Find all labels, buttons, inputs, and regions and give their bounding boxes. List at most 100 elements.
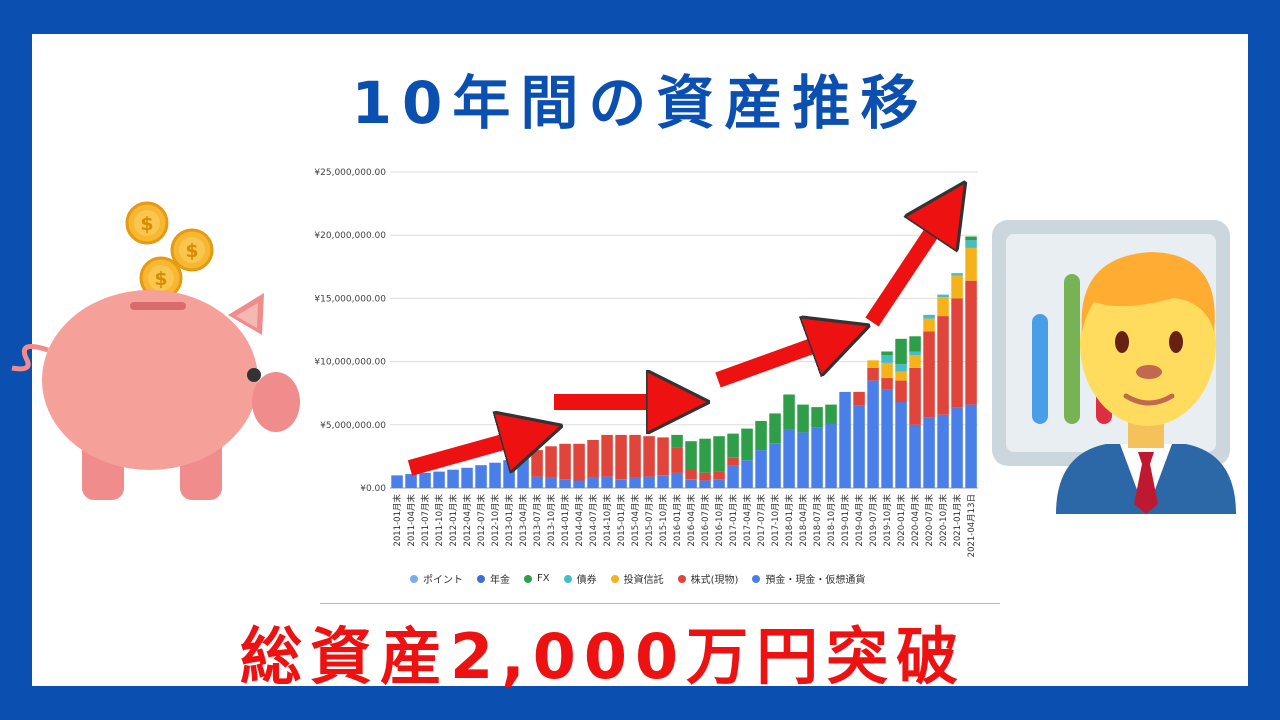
legend-item: 年金 [477,571,510,586]
asset-stacked-bar-chart: ¥0.00 ¥5,000,000.00 ¥10,000,000.00 ¥15,000,… [314,168,978,557]
x-tick-label: 2020-04月末 [910,494,921,547]
businessman-icon [992,220,1236,514]
bar-segment-deposit [881,389,893,488]
x-tick-label: 2015-07月末 [644,494,655,547]
bar-segment-bonds [909,351,921,356]
bar-segment-deposit [713,479,725,488]
bar-segment-deposit [727,465,739,488]
bar-segment-deposit [909,424,921,488]
bar-segment-funds [909,355,921,368]
bar-segment-stocks [853,391,865,406]
legend-swatch [610,574,619,583]
x-tick-label: 2011-10月末 [434,494,445,547]
bar-segment-stocks [573,443,585,481]
legend-item: 預金・現金・仮想通貨 [752,571,865,586]
legend-swatch [410,574,418,583]
legend-item: 株式(現物) [677,571,739,586]
bar-segment-deposit [433,471,445,488]
bar-segment-deposit [867,380,879,488]
bar-segment-bonds [937,294,949,298]
bar-segment-fx [881,351,893,356]
bar-segment-stocks [657,437,669,476]
x-tick-label: 2017-01月末 [728,494,739,547]
x-tick-label: 2012-04月末 [462,494,473,547]
x-tick-label: 2017-04月末 [742,494,753,547]
y-tick-label: ¥20,000,000.00 [314,231,386,241]
x-tick-label: 2020-10月末 [938,494,949,547]
bar-segment-bonds [965,240,977,248]
y-tick-label: ¥15,000,000.00 [314,294,386,304]
x-tick-label: 2016-07月末 [700,494,711,547]
bar-segment-deposit [923,417,935,488]
legend-label: 株式(現物) [690,575,739,586]
bar-segment-deposit [671,472,683,488]
bar-segment-stocks [545,446,557,478]
bar-segment-fx [755,421,767,451]
bar-segment-deposit [657,475,669,488]
x-tick-label: 2013-07月末 [532,494,543,547]
legend-swatch [524,574,532,583]
bar-segment-stocks [965,280,977,405]
x-tick-label: 2019-10月末 [882,494,893,547]
bar-segment-stocks [587,440,599,478]
x-tick-label: 2011-01月末 [392,494,403,547]
svg-text:$: $ [185,240,198,262]
bar-segment-stocks [671,447,683,473]
bar-segment-deposit [699,480,711,488]
legend-item: FX [524,571,550,586]
y-tick-label: ¥10,000,000.00 [314,358,386,368]
bar-segment-deposit [755,450,767,488]
bar-segment-deposit [545,477,557,488]
bar-segment-deposit [531,476,543,488]
bar-segment-bonds [881,355,893,363]
bar-segment-deposit [965,404,977,488]
bar-segment-fx [713,436,725,472]
x-tick-label: 2020-07月末 [924,494,935,547]
x-tick-label: 2014-07月末 [588,494,599,547]
x-tick-label: 2020-01月末 [896,494,907,547]
x-tick-label: 2019-07月末 [868,494,879,547]
legend-swatch [477,574,485,583]
bar-segment-funds [881,362,893,379]
bar-segment-deposit [741,460,753,488]
x-tick-label: 2012-07月末 [476,494,487,547]
x-tick-label: 2015-04月末 [630,494,641,547]
x-tick-label: 2016-01月末 [672,494,683,547]
x-tick-label: 2017-07月末 [756,494,767,547]
svg-text:$: $ [140,213,153,235]
bar-segment-stocks [923,331,935,418]
bar-segment-fx [741,428,753,461]
x-tick-label: 2015-10月末 [658,494,669,547]
bar-segment-deposit [797,432,809,488]
divider [320,603,1000,604]
y-axis: ¥0.00 ¥5,000,000.00 ¥10,000,000.00 ¥15,000,… [314,168,386,494]
bar-segment-deposit [783,429,795,488]
legend-swatch [752,574,761,583]
page-title: 10年間の資産推移 [351,69,929,137]
bar-segment-fx [909,336,921,352]
bar-segment-deposit [447,469,459,488]
bar-segment-funds [937,297,949,317]
bar-segment-fx [727,433,739,458]
x-tick-label: 2011-07月末 [420,494,431,547]
bar-segment-stocks [727,457,739,466]
bar-segment-funds [951,275,963,299]
legend-label: 投資信託 [623,575,664,586]
bar-segment-deposit [419,472,431,488]
piggy-bank-icon: $ $ $ [11,201,300,500]
x-tick-label: 2014-10月末 [602,494,613,547]
bar-segment-deposit [559,479,571,488]
bar-segment-deposit [489,462,501,488]
coin-icon: $ [125,201,169,245]
bar-segment-stocks [685,469,697,480]
bar-segment-fx [671,434,683,448]
x-tick-label: 2021-01月末 [952,494,963,547]
bar-segment-deposit [937,414,949,488]
x-tick-label: 2015-01月末 [616,494,627,547]
bar-segment-stocks [909,367,921,425]
bar-segment-stocks [867,367,879,381]
x-tick-label: 2019-01月末 [840,494,851,547]
x-tick-label: 2012-10月末 [490,494,501,547]
bar-segment-stocks [937,316,949,415]
bar-segment-stocks [699,472,711,481]
